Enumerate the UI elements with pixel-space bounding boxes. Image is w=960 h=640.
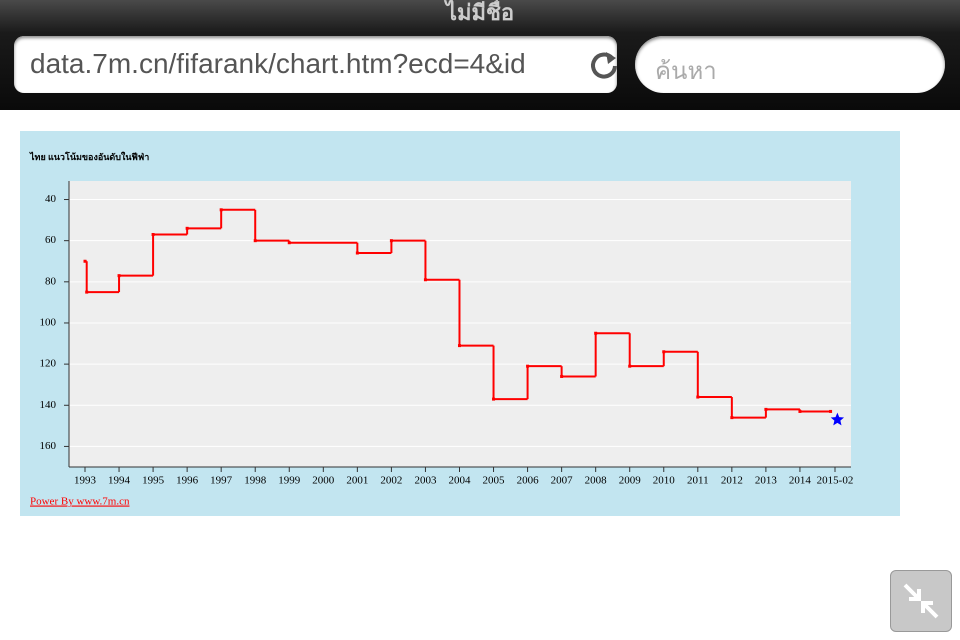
x-tick-label: 2000	[312, 475, 335, 487]
point	[628, 364, 632, 368]
point	[117, 274, 121, 278]
footer-link[interactable]: Power By www.7m.cn	[30, 496, 130, 508]
x-tick-label: 1994	[108, 475, 131, 487]
chart-title: ไทย แนวโน้มของอันดับในฟีฟ่า	[29, 151, 149, 162]
y-tick-label: 60	[45, 234, 57, 246]
point	[560, 374, 564, 378]
y-tick-label: 100	[40, 317, 57, 329]
point	[389, 239, 393, 243]
point	[730, 416, 734, 420]
x-tick-label: 1996	[176, 475, 199, 487]
point	[798, 409, 802, 413]
point	[662, 350, 666, 354]
x-tick-label: 2012	[721, 475, 743, 487]
reload-button[interactable]	[588, 48, 620, 80]
point	[253, 239, 257, 243]
point	[83, 259, 87, 263]
x-tick-label: 2013	[755, 475, 778, 487]
point	[764, 407, 768, 411]
x-tick-label: 2015-02	[817, 475, 854, 487]
y-tick-label: 140	[40, 399, 57, 411]
current-marker	[830, 412, 845, 426]
point	[355, 251, 359, 255]
x-tick-label: 2009	[619, 475, 642, 487]
x-tick-label: 2002	[380, 475, 402, 487]
browser-bar: ไม่มีชื่อ data.7m.cn/fifarank/chart.htm?…	[0, 0, 960, 110]
y-tick-label: 40	[45, 193, 57, 205]
x-tick-label: 2014	[789, 475, 812, 487]
x-tick-label: 1998	[244, 475, 267, 487]
search-placeholder: ค้นหา	[655, 58, 717, 85]
y-tick-label: 160	[40, 440, 57, 452]
x-tick-label: 2001	[346, 475, 368, 487]
x-tick-label: 1993	[74, 475, 97, 487]
page-title: ไม่มีชื่อ	[445, 0, 515, 25]
point	[185, 226, 189, 230]
url-field[interactable]: data.7m.cn/fifarank/chart.htm?ecd=4&id	[14, 36, 617, 93]
x-tick-label: 2003	[414, 475, 437, 487]
url-text: data.7m.cn/fifarank/chart.htm?ecd=4&id	[30, 48, 526, 79]
point	[696, 395, 700, 399]
point	[85, 290, 89, 294]
point	[829, 409, 833, 413]
x-tick-label: 2007	[551, 475, 574, 487]
x-tick-label: 1995	[142, 475, 165, 487]
point	[151, 232, 155, 236]
x-tick-label: 2011	[687, 475, 709, 487]
y-tick-label: 80	[45, 275, 57, 287]
point	[492, 397, 496, 401]
y-tick-label: 120	[40, 358, 57, 370]
point	[219, 208, 223, 212]
point	[287, 241, 291, 245]
point	[594, 331, 598, 335]
exit-fullscreen-button[interactable]	[890, 570, 952, 632]
point	[423, 278, 427, 282]
x-tick-label: 1999	[278, 475, 301, 487]
point	[526, 364, 530, 368]
x-tick-label: 2005	[483, 475, 506, 487]
search-field[interactable]: ค้นหา	[635, 36, 945, 93]
x-tick-label: 2006	[517, 475, 540, 487]
x-tick-label: 1997	[210, 475, 233, 487]
x-tick-label: 2010	[653, 475, 676, 487]
x-tick-label: 2004	[448, 475, 471, 487]
x-tick-label: 2008	[585, 475, 608, 487]
point	[457, 344, 461, 348]
exit-fullscreen-icon	[903, 583, 939, 619]
